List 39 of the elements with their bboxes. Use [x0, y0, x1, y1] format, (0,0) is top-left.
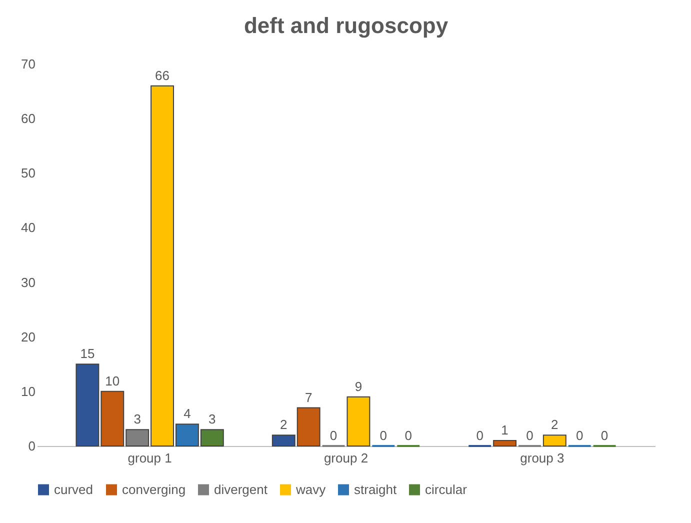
legend-label: divergent	[214, 482, 268, 497]
y-tick-label: 50	[21, 166, 36, 181]
x-tick-label: group 2	[324, 450, 368, 466]
data-label: 3	[134, 412, 141, 427]
data-label: 0	[576, 428, 584, 443]
data-label: 9	[354, 378, 362, 394]
data-label: 0	[330, 428, 338, 443]
data-label: 2	[551, 417, 558, 432]
legend-label: wavy	[295, 482, 326, 497]
data-label: 4	[184, 406, 191, 422]
bar	[493, 440, 517, 446]
y-tick-label: 0	[28, 438, 36, 454]
legend-label: converging	[122, 482, 186, 497]
y-tick-label: 70	[21, 56, 36, 72]
y-tick-label: 20	[21, 329, 36, 344]
legend-label: circular	[425, 482, 468, 497]
bar	[542, 434, 566, 446]
y-tick-label: 60	[21, 111, 36, 126]
chart-title: deft and rugoscopy	[244, 13, 449, 38]
data-label: 0	[404, 428, 412, 443]
data-label: 0	[380, 428, 388, 443]
legend-label: straight	[354, 482, 398, 497]
data-label: 0	[476, 428, 484, 443]
bar	[346, 396, 370, 446]
data-label: 0	[526, 428, 534, 443]
x-tick-label: group 1	[128, 450, 172, 466]
y-tick-label: 30	[21, 274, 36, 290]
data-label: 7	[304, 390, 312, 405]
data-label: 3	[208, 412, 216, 427]
data-label: 2	[280, 417, 288, 432]
data-label: 66	[155, 68, 170, 83]
legend-label: curved	[54, 482, 94, 497]
data-label: 15	[80, 346, 95, 362]
y-tick-label: 10	[21, 384, 36, 399]
data-label: 1	[501, 422, 508, 438]
data-label: 10	[105, 373, 120, 388]
x-tick-label: group 3	[520, 450, 564, 466]
y-tick-label: 40	[21, 220, 36, 236]
data-label: 0	[600, 428, 608, 443]
